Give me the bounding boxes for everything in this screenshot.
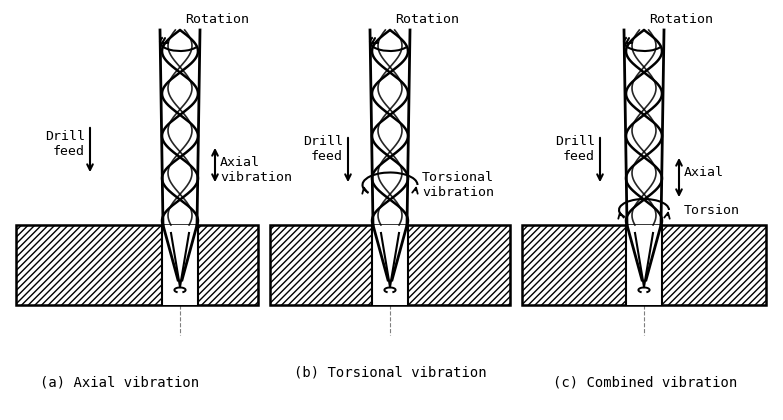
Text: Drill
feed: Drill feed [303, 135, 343, 163]
Polygon shape [626, 225, 662, 305]
Text: Rotation: Rotation [185, 13, 249, 26]
Polygon shape [270, 225, 510, 305]
Text: (a) Axial vibration: (a) Axial vibration [41, 375, 200, 389]
Text: Axial
vibration: Axial vibration [220, 156, 292, 184]
Text: Axial: Axial [684, 165, 724, 178]
Polygon shape [16, 225, 258, 305]
Text: Rotation: Rotation [395, 13, 459, 26]
Text: (b) Torsional vibration: (b) Torsional vibration [294, 365, 486, 379]
Polygon shape [162, 225, 198, 305]
Text: Drill
feed: Drill feed [555, 135, 595, 163]
Text: Rotation: Rotation [649, 13, 713, 26]
Polygon shape [522, 225, 766, 305]
Text: Torsional
vibration: Torsional vibration [422, 171, 494, 199]
Text: Drill
feed: Drill feed [45, 130, 85, 158]
Polygon shape [372, 225, 408, 305]
Text: Torsion: Torsion [684, 204, 740, 216]
Text: (c) Combined vibration: (c) Combined vibration [553, 375, 737, 389]
